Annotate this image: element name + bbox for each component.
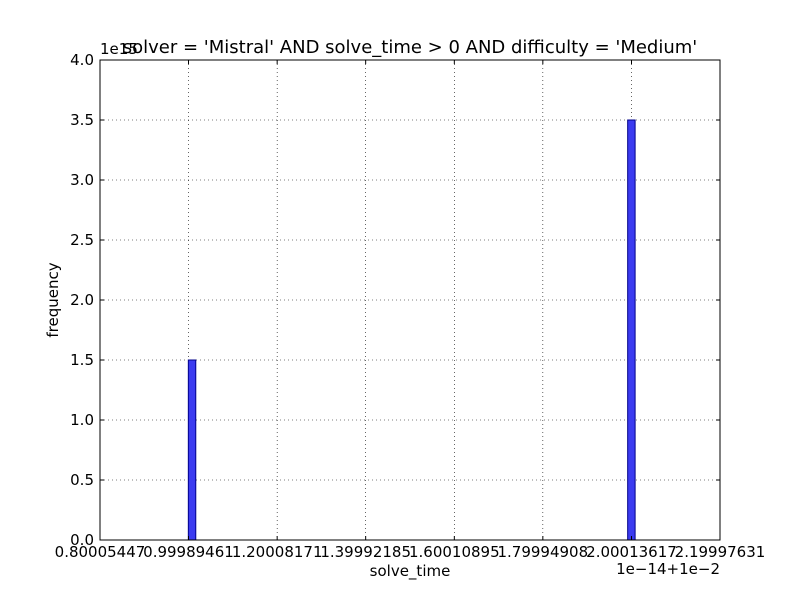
y-tick-label: 0.5 (70, 471, 94, 489)
chart-title: solver = 'Mistral' AND solve_time > 0 AN… (123, 37, 698, 58)
y-tick-label: 2.0 (70, 291, 94, 309)
histogram-bar (627, 119, 636, 541)
x-tick-labels: 0.800054470.999894611.200081711.39992185… (55, 543, 766, 561)
y-scale-text: 1e15 (100, 40, 138, 58)
y-tick-label: 3.0 (70, 171, 94, 189)
x-tick-label: 0.99989461 (143, 543, 234, 561)
x-tick-label: 2.19997631 (675, 543, 766, 561)
y-tick-label: 0.0 (70, 531, 94, 549)
x-tick-label: 2.00013617 (586, 543, 677, 561)
x-tick-label: 1.79994908 (497, 543, 588, 561)
y-tick-label: 1.0 (70, 411, 94, 429)
x-tick-label: 1.20008171 (232, 543, 323, 561)
ticks (99, 59, 721, 541)
x-tick-label: 0.80005447 (55, 543, 146, 561)
y-tick-label: 4.0 (70, 51, 94, 69)
y-axis-label: frequency (44, 262, 62, 337)
x-axis-label: solve_time (370, 562, 451, 581)
y-tick-labels: 0.0 0.5 1.0 1.5 2.0 2.5 3.0 3.5 4.0 (70, 51, 94, 549)
histogram-bar (187, 359, 197, 541)
x-tick-label: 1.60010895 (409, 543, 500, 561)
y-tick-label: 1.5 (70, 351, 94, 369)
y-tick-label: 2.5 (70, 231, 94, 249)
bars (187, 119, 636, 541)
grid-lines (99, 59, 721, 541)
x-tick-label: 1.39992185 (320, 543, 411, 561)
y-tick-label: 3.5 (70, 111, 94, 129)
x-offset-text: 1e−14+1e−2 (616, 560, 720, 578)
